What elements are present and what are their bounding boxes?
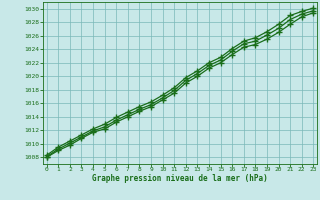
X-axis label: Graphe pression niveau de la mer (hPa): Graphe pression niveau de la mer (hPa) (92, 174, 268, 183)
